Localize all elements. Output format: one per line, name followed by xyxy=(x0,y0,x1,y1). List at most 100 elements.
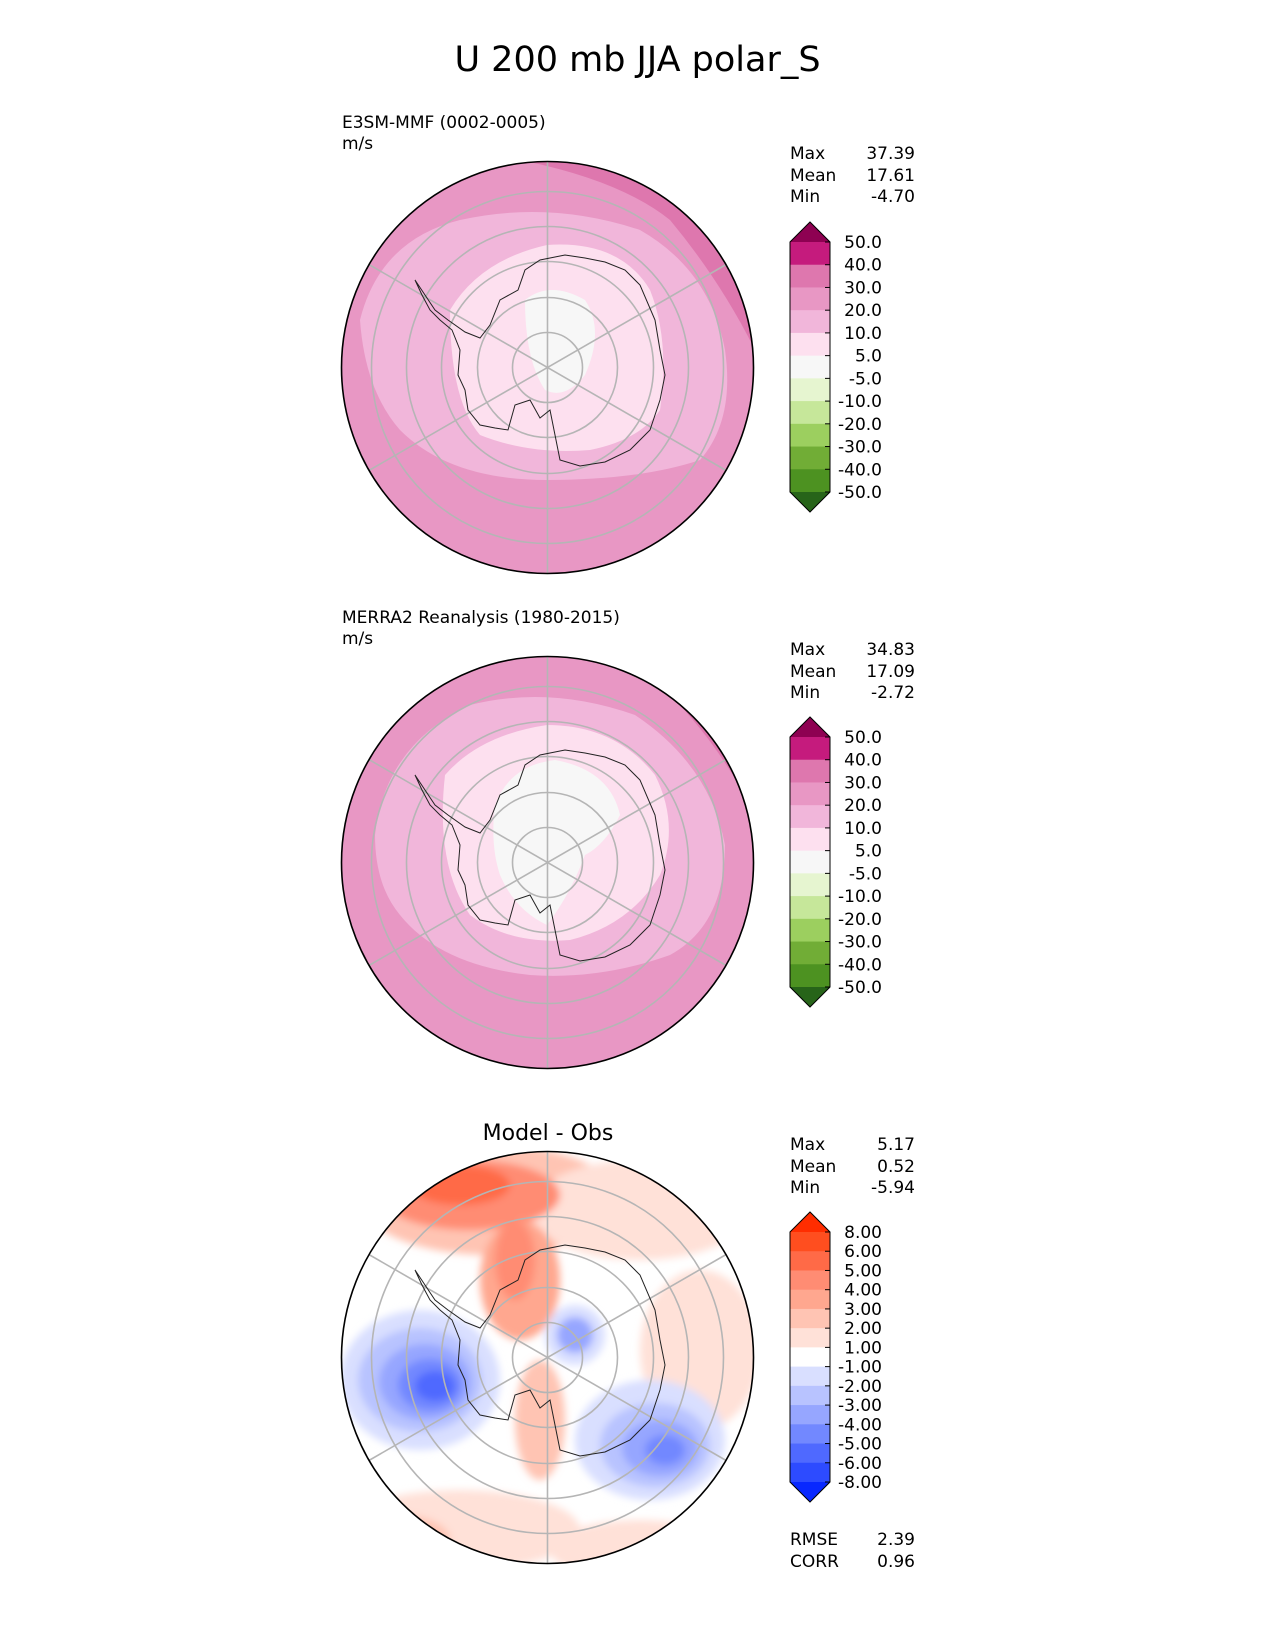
shade-pos-4 xyxy=(495,1220,535,1300)
panel-2-title: MERRA2 Reanalysis (1980-2015) xyxy=(342,608,620,628)
colorbar-tick-label: -8.00 xyxy=(838,1473,882,1493)
coastline xyxy=(414,749,666,962)
colorbar-extend-max xyxy=(790,1212,830,1232)
metric-value: 2.39 xyxy=(877,1530,915,1550)
stat-label: Min xyxy=(790,1178,821,1198)
colorbar-tick-label: 5.0 xyxy=(855,842,882,862)
colorbar-tick-label: 20.0 xyxy=(844,796,882,816)
stat-label: Mean xyxy=(790,661,837,682)
colorbar-segment xyxy=(790,242,830,266)
colorbar-tick-label: 50.0 xyxy=(844,233,882,253)
colorbar-tick-label: -1.00 xyxy=(838,1358,882,1378)
colorbar-tick-label: -50.0 xyxy=(838,483,882,503)
stat-value: 5.17 xyxy=(877,1135,915,1155)
colorbar-segment xyxy=(790,782,830,806)
panel-2-colorbar: 50.0 40.030.0 20.0 10.0 5.0-5.0 -10.0 -20.0 -30… xyxy=(789,716,882,1008)
figure-title: U 200 mb JJA polar_S xyxy=(454,40,821,80)
shade-neg-5 xyxy=(415,1371,455,1401)
colorbar-segment xyxy=(790,1328,830,1348)
colorbar-tick-label: 10.0 xyxy=(844,324,882,344)
colorbar-segment xyxy=(790,918,830,943)
graticule xyxy=(367,161,728,574)
colorbar-tick-label: 30.0 xyxy=(844,773,882,793)
colorbar-tick-label: -20.0 xyxy=(838,415,882,435)
colorbar-segment xyxy=(790,1424,830,1445)
colorbar-segment xyxy=(790,355,830,379)
colorbar-tick-label: -3.00 xyxy=(838,1396,882,1416)
metric-value: 0.96 xyxy=(877,1551,915,1572)
colorbar-tick-label: -20.0 xyxy=(838,910,882,930)
stat-label: Mean xyxy=(790,1156,837,1177)
colorbar-extend-max xyxy=(790,222,830,242)
colorbar-tick-label: 40.0 xyxy=(844,751,882,771)
panel-1-units: m/s xyxy=(342,134,374,154)
colorbar-tick-label: -50.0 xyxy=(838,978,882,998)
shade-pos-2 xyxy=(350,1515,450,1564)
stat-label: Mean xyxy=(790,165,837,186)
colorbar-segment xyxy=(790,1366,830,1387)
stat-label: Max xyxy=(790,1135,826,1155)
colorbar-tick-label: -10.0 xyxy=(838,392,882,412)
colorbar-segment xyxy=(790,759,830,783)
panel-2-stats: Max 34.83 Mean 17.09 Min -2.72 xyxy=(790,640,915,705)
colorbar-segment xyxy=(790,1232,830,1252)
colorbar-tick-label: 1.00 xyxy=(844,1338,882,1358)
map-boundary xyxy=(340,160,755,575)
shade-pos-1 xyxy=(341,1490,580,1564)
colorbar-tick-label: -5.0 xyxy=(849,369,882,389)
panel-1-stats: Max 37.39 Mean 17.61 Min -4.70 xyxy=(790,144,915,209)
colorbar-tick-label: -6.00 xyxy=(838,1454,882,1474)
colorbar-segment xyxy=(790,1289,830,1310)
colorbar-tick-label: 5.00 xyxy=(844,1261,882,1281)
colorbar-tick-label: -10.0 xyxy=(838,887,882,907)
panel-2-map xyxy=(340,655,755,1070)
colorbar-segment xyxy=(790,287,830,311)
colorbar-segment xyxy=(790,446,830,470)
stat-label: Min xyxy=(790,683,821,703)
colorbar-segment xyxy=(790,1251,830,1271)
coastline xyxy=(414,254,666,467)
colorbar-tick-label: 30.0 xyxy=(844,278,882,298)
colorbar-segment xyxy=(790,827,830,852)
colorbar-segment xyxy=(790,941,830,965)
colorbar-segment xyxy=(790,873,830,897)
colorbar-segment xyxy=(790,1443,830,1464)
colorbar-segment xyxy=(790,1270,830,1291)
colorbar-segment xyxy=(790,1385,830,1406)
colorbar-tick-label: 2.00 xyxy=(844,1319,882,1339)
panel-1-map xyxy=(340,160,755,575)
map-boundary xyxy=(340,655,755,1070)
panel-3-title: Model - Obs xyxy=(482,1121,614,1146)
colorbar-tick-label: -40.0 xyxy=(838,955,882,975)
panel-3-colorbar: 8.006.005.004.003.002.001.00-1.00-2.00-3… xyxy=(789,1211,882,1503)
colorbar-segment xyxy=(790,737,830,761)
colorbar-tick-label: 8.00 xyxy=(844,1223,882,1243)
colorbar-segment xyxy=(790,423,830,448)
colorbar-segment xyxy=(790,264,830,288)
colorbar-extend-min xyxy=(790,1482,830,1502)
stat-value: 0.52 xyxy=(877,1156,915,1177)
colorbar-tick-label: 6.00 xyxy=(844,1242,882,1262)
colorbar-tick-label: 5.0 xyxy=(855,347,882,367)
colorbar-segment xyxy=(790,1347,830,1368)
panel-1-title: E3SM-MMF (0002-0005) xyxy=(342,113,546,133)
stat-label: Min xyxy=(790,187,821,207)
panel-3-metrics: RMSE 2.39 CORR 0.96 xyxy=(790,1530,915,1573)
colorbar-tick-label: -4.00 xyxy=(838,1415,882,1435)
colorbar-extend-max xyxy=(790,717,830,737)
colorbar-segment xyxy=(790,332,830,357)
metric-label: RMSE xyxy=(790,1530,839,1550)
colorbar-extend-min xyxy=(790,492,830,512)
colorbar-segment xyxy=(790,401,830,425)
colorbar-tick-label: 3.00 xyxy=(844,1300,882,1320)
stat-value: -2.72 xyxy=(871,683,915,703)
colorbar-tick-label: 50.0 xyxy=(844,728,882,748)
stat-value: -4.70 xyxy=(871,187,915,207)
colorbar-tick-label: 10.0 xyxy=(844,819,882,839)
colorbar-tick-label: 20.0 xyxy=(844,301,882,321)
colorbar-tick-label: -5.0 xyxy=(849,864,882,884)
colorbar-segment xyxy=(790,310,830,334)
shade-near-zero xyxy=(525,290,595,393)
colorbar-segment xyxy=(790,896,830,920)
panel-3-map xyxy=(340,1150,755,1565)
